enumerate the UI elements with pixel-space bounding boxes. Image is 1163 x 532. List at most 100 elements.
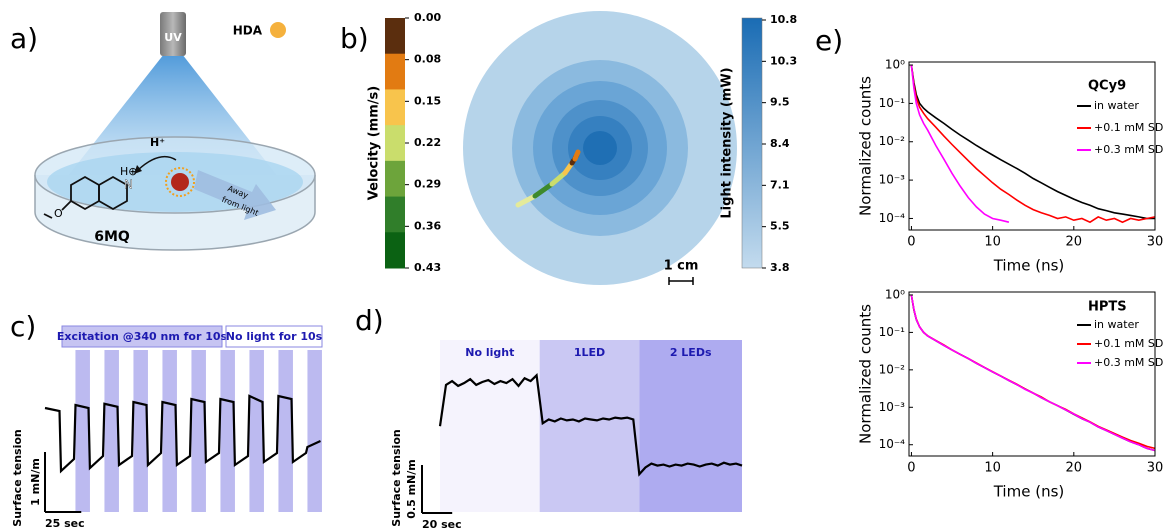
colorbar-tick-label: 10.3 xyxy=(770,54,797,67)
scale-bar-label: 0.5 mN/m xyxy=(405,459,418,518)
scale-bar-label: 1 cm xyxy=(664,259,699,274)
legend-label: in water xyxy=(1094,318,1139,331)
y-tick-label: 10⁻¹ xyxy=(879,325,906,339)
axes-frame xyxy=(908,61,1156,231)
proton-arrow xyxy=(137,155,177,171)
colorbar-tick-label: 0.43 xyxy=(414,261,441,274)
bond xyxy=(61,200,72,211)
light-stripe xyxy=(75,350,90,512)
atom-label: H⊕ xyxy=(120,165,138,178)
colorbar-tick-label: 0.15 xyxy=(414,94,441,107)
lamp-label: UV xyxy=(164,31,182,44)
intensity-colorbar xyxy=(741,17,763,269)
surface-tension-trace xyxy=(438,372,743,477)
y-tick-label: 10⁻² xyxy=(879,134,906,148)
colorbar-segment xyxy=(385,196,405,233)
legend-label: +0.3 mM SDBS xyxy=(1094,143,1163,156)
light-stripe xyxy=(307,350,322,512)
uv-lamp xyxy=(160,12,186,56)
trajectory xyxy=(515,149,581,208)
header-box xyxy=(61,325,223,348)
molecule-label: 6MQ xyxy=(94,229,130,245)
y-axis-label: Surface tension xyxy=(390,429,403,526)
light-region xyxy=(639,340,742,512)
decay-line xyxy=(910,294,1156,452)
panel-label: e) xyxy=(815,24,843,57)
panel-label: a) xyxy=(10,22,38,55)
trajectory-segment xyxy=(572,149,581,162)
chart-title: HPTS xyxy=(1088,300,1127,315)
colorbar-tick-label: 3.8 xyxy=(770,261,790,274)
arrowhead xyxy=(134,165,142,174)
light-stripe xyxy=(162,350,177,512)
y-tick-label: 10⁰ xyxy=(885,58,905,72)
x-axis-label: Time (ns) xyxy=(993,483,1065,501)
x-tick-label: 20 xyxy=(1066,461,1083,476)
y-axis-label: Normalized counts xyxy=(857,76,875,216)
header-box xyxy=(225,325,323,348)
atom-label: O xyxy=(54,207,63,220)
legend-label: in water xyxy=(1094,99,1139,112)
axes-frame xyxy=(908,291,1156,457)
x-tick-label: 20 xyxy=(1066,235,1083,250)
scale-bar-label: 1 mN/m xyxy=(29,458,42,506)
x-tick-label: 10 xyxy=(984,461,1001,476)
x-tick-label: 30 xyxy=(1147,461,1163,476)
colorbar-tick-label: 8.4 xyxy=(770,137,790,150)
y-tick-label: 10⁻¹ xyxy=(879,96,906,110)
scale-bar xyxy=(668,277,694,285)
region-label: 2 LEDs xyxy=(670,346,712,359)
atom-label: N xyxy=(124,178,133,192)
particle-icon xyxy=(270,22,286,38)
droplet-shell xyxy=(165,167,195,197)
light-stripe xyxy=(133,350,148,512)
region-label: No light xyxy=(465,346,514,359)
legend-label: +0.1 mM SDBS xyxy=(1094,121,1163,134)
y-tick-label: 10⁻³ xyxy=(879,400,906,414)
panel-label: b) xyxy=(340,22,369,55)
x-tick-label: 0 xyxy=(907,235,915,250)
legend-label: +0.1 mM SDBS xyxy=(1094,337,1163,350)
colorbar-segment xyxy=(385,18,405,55)
colorbar-tick-label: 7.1 xyxy=(770,178,790,191)
away-arrow xyxy=(194,170,276,220)
trajectory-segment xyxy=(532,181,555,199)
light-stripe xyxy=(191,350,206,512)
region-label: 1LED xyxy=(574,346,605,359)
legend-label: +0.3 mM SDBS xyxy=(1094,356,1163,369)
decay-line xyxy=(910,64,1010,223)
colorbar-tick-label: 10.8 xyxy=(770,13,797,26)
colorbar-tick-label: 9.5 xyxy=(770,96,790,109)
y-tick-label: 10⁻³ xyxy=(879,173,906,187)
light-stripe xyxy=(278,350,293,512)
colorbar-title: Velocity (mm/s) xyxy=(367,86,382,200)
header-label: Excitation @340 nm for 10s xyxy=(57,330,228,343)
scale-bar-label: 25 sec xyxy=(45,517,85,530)
colorbar-segment xyxy=(385,125,405,162)
y-tick-label: 10⁻⁴ xyxy=(879,211,906,225)
y-tick-label: 10⁻⁴ xyxy=(879,437,906,451)
trajectory-segment xyxy=(549,170,568,187)
light-stripe xyxy=(249,350,264,512)
scale-bar-label: 20 sec xyxy=(422,518,462,531)
y-tick-label: 10⁰ xyxy=(885,287,905,301)
colorbar-segment xyxy=(385,53,405,90)
x-tick-label: 10 xyxy=(984,235,1001,250)
y-axis-label: Surface tension xyxy=(11,429,24,526)
x-tick-label: 30 xyxy=(1147,235,1163,250)
decay-line xyxy=(910,64,1155,220)
proton-label: H⁺ xyxy=(150,136,165,149)
panel-label: c) xyxy=(10,310,36,343)
x-axis-label: Time (ns) xyxy=(993,257,1065,275)
light-stripe xyxy=(104,350,119,512)
colorbar-title: Light intensity (mW) xyxy=(720,67,735,218)
header-label: No light for 10s xyxy=(226,330,323,343)
colorbar-segment xyxy=(385,89,405,126)
chart-title: QCy9 xyxy=(1088,79,1126,94)
colorbar-tick-label: 0.08 xyxy=(414,53,441,66)
colorbar-tick-label: 0.36 xyxy=(414,219,441,232)
colorbar-segment xyxy=(385,232,405,269)
light-stripe xyxy=(220,350,235,512)
